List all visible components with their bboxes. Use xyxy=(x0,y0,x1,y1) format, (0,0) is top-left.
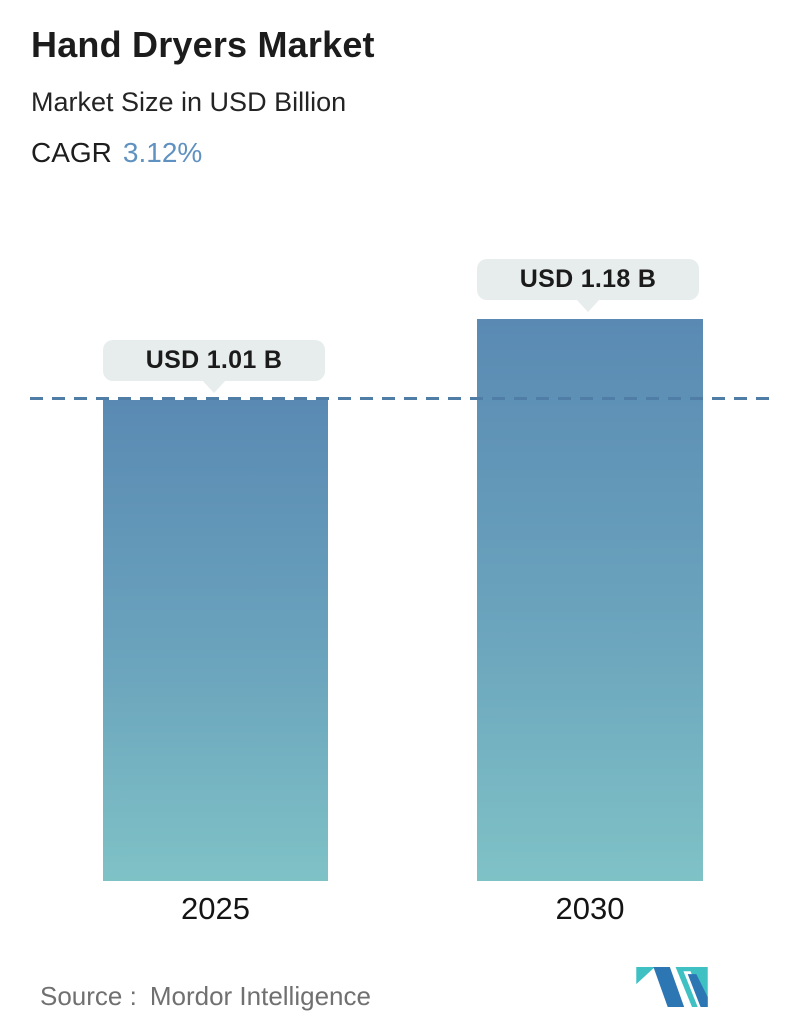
value-label-2030: USD 1.18 B xyxy=(519,265,657,293)
mordor-intelligence-logo xyxy=(636,967,708,1007)
value-label-2025: USD 1.01 B xyxy=(145,346,283,374)
source-attribution: Source : Mordor Intelligence xyxy=(40,981,371,1012)
cagr-value: 3.12% xyxy=(122,137,203,168)
source-label: Source : xyxy=(40,981,137,1011)
cagr-label: CAGR xyxy=(31,137,112,168)
value-bubble-2030: USD 1.18 B xyxy=(477,259,699,300)
bar-2030 xyxy=(477,319,703,881)
bar-2025 xyxy=(103,400,328,881)
chart-subtitle: Market Size in USD Billion xyxy=(31,87,347,117)
page-title: Hand Dryers Market xyxy=(31,24,375,65)
x-axis-label-2025: 2025 xyxy=(181,891,250,926)
value-bubble-2025: USD 1.01 B xyxy=(103,340,325,381)
source-value: Mordor Intelligence xyxy=(149,981,371,1011)
x-axis-label-2030: 2030 xyxy=(555,891,625,926)
baseline-dashed-line xyxy=(30,397,774,400)
cagr-line: CAGR 3.12% xyxy=(31,137,202,169)
